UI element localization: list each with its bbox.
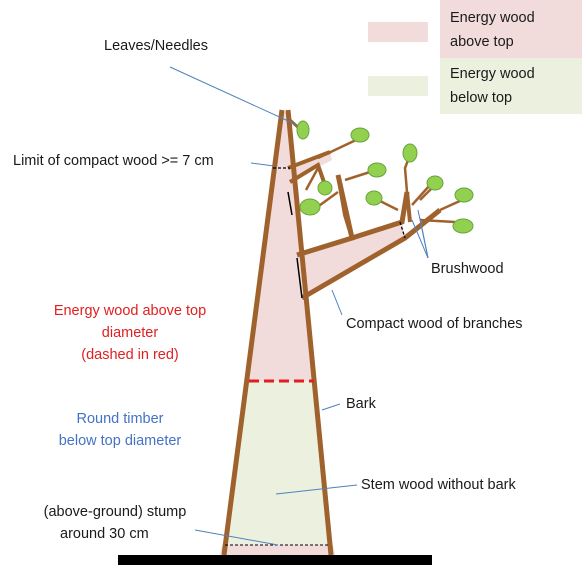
trunk-left-edge [221, 109, 285, 556]
limit-marker-branch-tip [399, 221, 406, 239]
legend-above-line2: above top [450, 34, 514, 50]
leaf [365, 190, 383, 206]
leaf [454, 187, 474, 203]
label-energy-above: Energy wood above top diameter (dashed i… [20, 300, 240, 366]
twig-4 [411, 184, 431, 206]
twig-small-up [317, 138, 357, 160]
trunk-right-edge [285, 109, 334, 556]
label-stump: (above-ground) stump around 30 cm [10, 501, 220, 545]
leaf [367, 162, 387, 178]
label-limit: Limit of compact wood >= 7 cm [13, 153, 214, 169]
callout-brushwood-1 [411, 219, 429, 259]
leaf [317, 180, 333, 196]
callout-stem [275, 484, 358, 495]
branch-left-fill [285, 152, 332, 182]
label-bark: Bark [346, 396, 376, 412]
branch-fork-1 [336, 174, 354, 239]
branch-fork-2 [405, 191, 412, 223]
legend-label-below: Energy wood below top [450, 62, 535, 110]
leaf [299, 198, 321, 216]
twig-5 [419, 218, 456, 224]
label-round-timber: Round timber below top diameter [20, 408, 220, 452]
label-stump-line2: around 30 cm [60, 526, 149, 542]
label-stem-wood: Stem wood without bark [361, 477, 516, 493]
twig-6 [439, 198, 463, 212]
legend-label-above: Energy wood above top [450, 6, 535, 54]
callout-bark [321, 403, 341, 411]
legend-swatch-above [368, 22, 428, 42]
legend-below-line1: Energy wood [450, 66, 535, 82]
leaf [452, 218, 474, 234]
label-energy-above-line1: Energy wood above top [53, 303, 207, 319]
callout-brushwood-3 [417, 209, 429, 259]
callout-leaves [169, 66, 298, 126]
label-energy-above-line2: diameter [101, 325, 159, 341]
leaf [426, 175, 444, 191]
round-timber-fill [222, 381, 333, 550]
label-stump-line1: (above-ground) stump [43, 504, 187, 520]
label-energy-above-line3: (dashed in red) [81, 347, 179, 363]
legend-entry-above [440, 0, 582, 58]
twig-1 [344, 170, 371, 182]
legend-swatch-below [368, 76, 428, 96]
branch-compact-fill [297, 222, 405, 298]
ground [118, 555, 432, 565]
twig-small-down [304, 167, 320, 191]
label-brushwood: Brushwood [431, 261, 504, 277]
legend-above-line1: Energy wood [450, 10, 535, 26]
label-compact-branches: Compact wood of branches [346, 316, 523, 332]
label-leaves: Leaves/Needles [104, 38, 208, 54]
legend-entry-below [440, 58, 582, 114]
stump-fill [220, 545, 335, 555]
label-round-timber-line1: Round timber [76, 411, 164, 427]
leaf [402, 143, 418, 163]
branch-small-lower [288, 162, 327, 186]
legend-below-line2: below top [450, 90, 513, 106]
leaf [350, 127, 370, 143]
energy-wood-above-fill [247, 112, 316, 381]
branch-main-upper2 [351, 191, 410, 241]
label-round-timber-line2: below top diameter [58, 433, 182, 449]
callout-compact [331, 289, 343, 316]
limit-marker-trunk-right [287, 191, 293, 216]
callout-stump [194, 529, 279, 546]
limit-marker-branch [296, 257, 303, 299]
callout-limit [250, 162, 275, 167]
leaf [296, 120, 310, 140]
